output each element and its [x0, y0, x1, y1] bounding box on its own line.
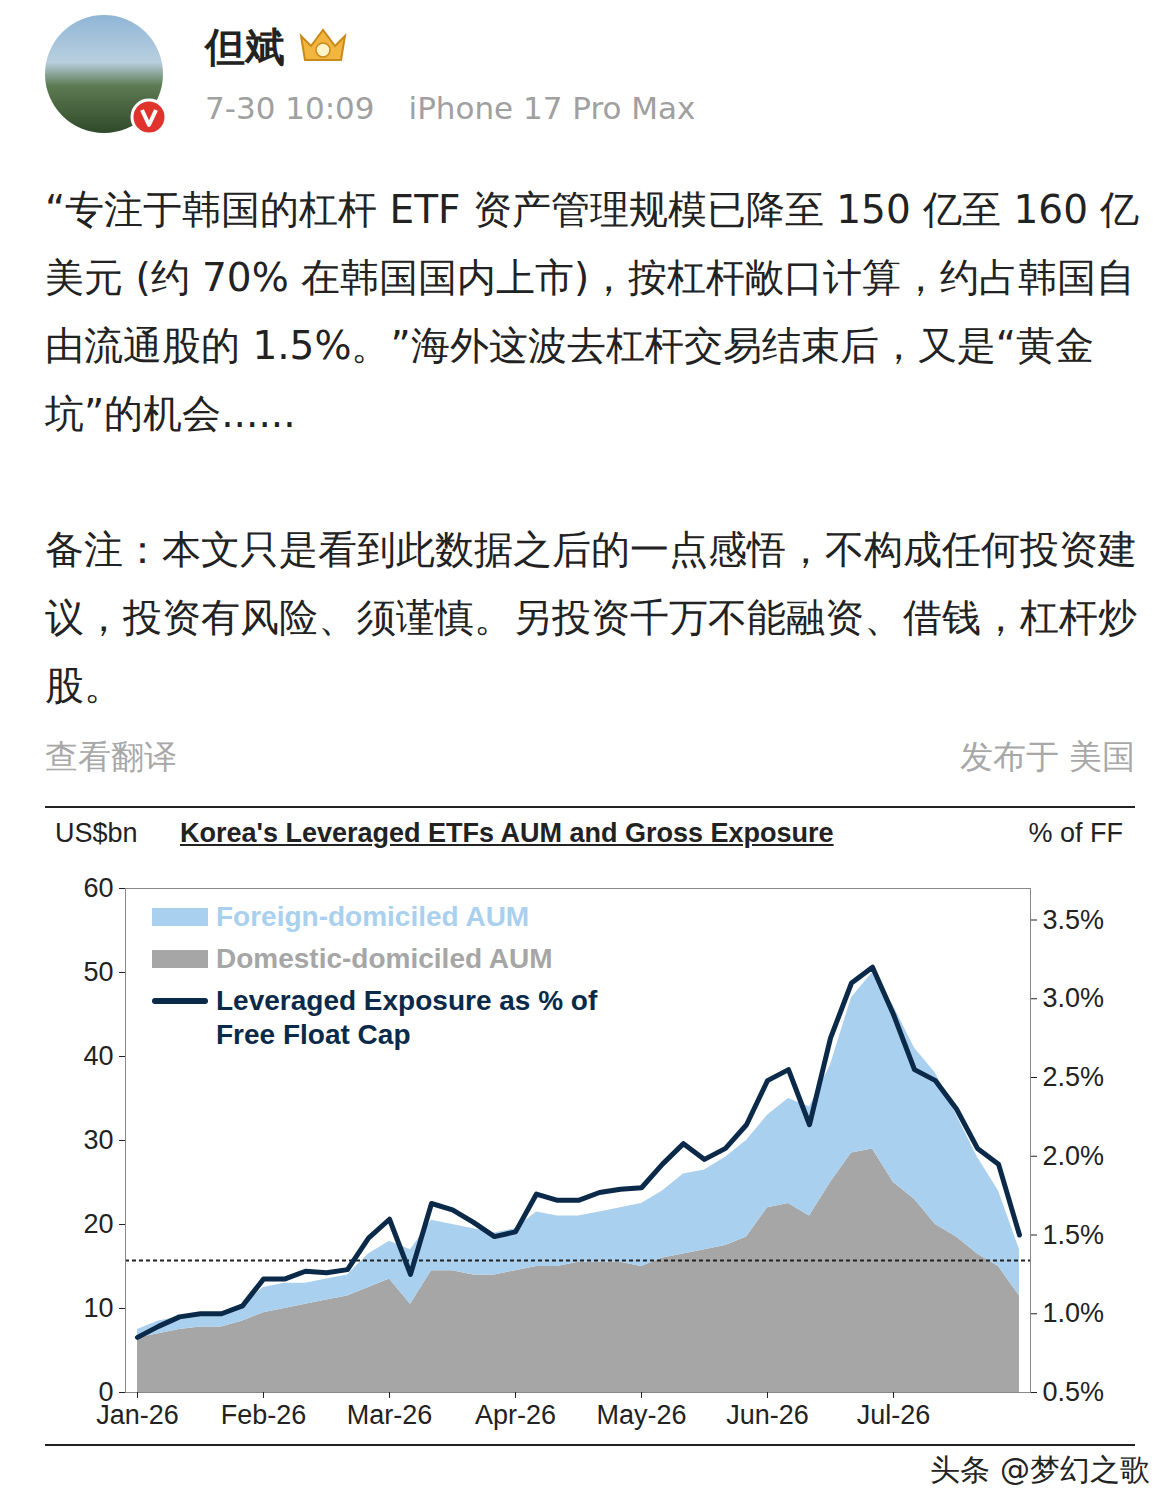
svg-text:1.5%: 1.5% — [1043, 1220, 1105, 1250]
svg-text:2.0%: 2.0% — [1043, 1141, 1105, 1171]
html-text:Leveraged Exposure as % of Fre: Leveraged Exposure as % of Free Float Ca… — [216, 985, 598, 1050]
svg-text:50: 50 — [83, 957, 113, 987]
svg-text:0: 0 — [98, 1377, 114, 1408]
svg-text:Jun-26: Jun-26 — [726, 1400, 809, 1430]
svg-text:Feb-26: Feb-26 — [221, 1400, 307, 1430]
svg-text:Apr-26: Apr-26 — [475, 1400, 556, 1430]
html-text:“专注于韩国的杠杆 ETF 资产管理规模已降至 150 亿至: “专注于韩国的杠杆 ETF 资产管理规模已降至 150 亿至 160 亿美元 (… — [45, 187, 1140, 436]
html-text:iPhone 17 Pro Max: iPhone 17 Pro Max — [408, 90, 696, 126]
svg-text:60: 60 — [83, 873, 113, 903]
html-text:Foreign-domiciled AUM: Foreign-domiciled AUM — [216, 901, 530, 932]
svg-text:Jan-26: Jan-26 — [96, 1400, 179, 1430]
svg-text:0.5%: 0.5% — [1043, 1377, 1105, 1407]
html-text:备注：本文只是看到此数据之后的一点感悟，不构成任何投资建议，: 备注：本文只是看到此数据之后的一点感悟，不构成任何投资建议，投资有风险、须谨慎。… — [45, 527, 1137, 708]
html-text:7-30 10:09: 7-30 10:09 — [205, 90, 375, 126]
svg-text:40: 40 — [83, 1041, 113, 1071]
html-text:US$bn: US$bn — [55, 818, 138, 848]
html-text:% of FF: % of FF — [1028, 818, 1123, 848]
svg-text:May-26: May-26 — [596, 1400, 686, 1430]
svg-text:Mar-26: Mar-26 — [347, 1400, 433, 1430]
svg-text:3.0%: 3.0% — [1043, 983, 1105, 1013]
html-text:Korea's Leveraged ETFs AUM and: Korea's Leveraged ETFs AUM and Gross Exp… — [180, 818, 834, 848]
html-text:但斌: 但斌 — [205, 24, 285, 70]
svg-text:1.0%: 1.0% — [1043, 1298, 1105, 1328]
svg-text:2.5%: 2.5% — [1043, 1062, 1105, 1092]
svg-text:10: 10 — [83, 1293, 113, 1323]
html-text:查看翻译: 查看翻译 — [45, 737, 177, 776]
html-text:Domestic-domiciled AUM: Domestic-domiciled AUM — [216, 943, 553, 974]
svg-text:3.5%: 3.5% — [1043, 905, 1105, 935]
svg-text:30: 30 — [83, 1125, 113, 1155]
svg-text:20: 20 — [83, 1209, 113, 1239]
html-text:发布于 美国: 发布于 美国 — [959, 737, 1135, 776]
html-text:头条 @梦幻之歌: 头条 @梦幻之歌 — [930, 1452, 1150, 1487]
svg-text:Jul-26: Jul-26 — [857, 1400, 931, 1430]
